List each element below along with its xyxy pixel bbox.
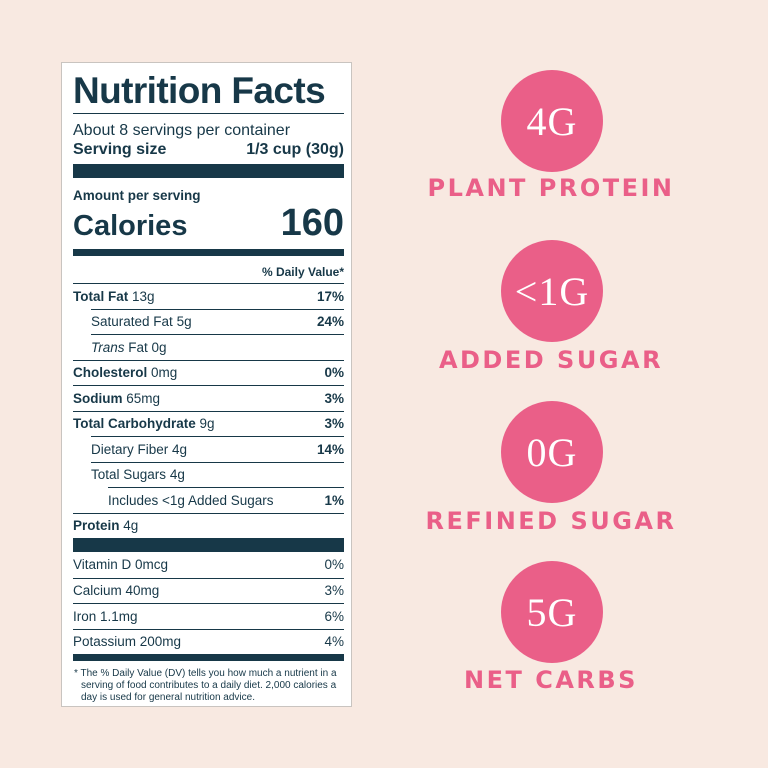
badge-plant-protein: 4G bbox=[501, 70, 603, 172]
caption-refined-sugar: REFINED SUGAR bbox=[425, 507, 677, 535]
nutrient-amount: 0mg bbox=[151, 365, 178, 381]
vitamin-row-potassium: Potassium 200mg 4% bbox=[73, 628, 344, 655]
vitamin-dv: 3% bbox=[324, 583, 344, 599]
vitamin-row-iron: Iron 1.1mg 6% bbox=[73, 603, 344, 629]
nutrient-row-dietary-fiber: Dietary Fiber 4g 14% bbox=[91, 436, 344, 462]
end-divider bbox=[73, 654, 344, 661]
nutrient-row-saturated-fat: Saturated Fat 5g 24% bbox=[91, 308, 344, 335]
nutrient-row-total-sugars: Total Sugars 4g bbox=[91, 461, 344, 488]
calories-label: Calories bbox=[73, 210, 188, 242]
badge-added-sugar: <1G bbox=[501, 240, 603, 342]
nutrient-name: Total Fat bbox=[73, 288, 129, 304]
badge-net-carbs: 5G bbox=[501, 561, 603, 663]
vitamin-name: Potassium 200mg bbox=[73, 634, 182, 650]
nutrient-dv: 3% bbox=[324, 416, 344, 432]
calories-value: 160 bbox=[280, 202, 344, 244]
vitamin-dv: 0% bbox=[324, 557, 344, 573]
footnote: * The % Daily Value (DV) tells you how m… bbox=[74, 668, 337, 703]
nutrient-amount: 4g bbox=[123, 518, 139, 534]
nutrient-amount: 13g bbox=[132, 288, 155, 304]
vitamin-row-calcium: Calcium 40mg 3% bbox=[73, 577, 344, 604]
nutrient-row-total-fat: Total Fat 13g 17% bbox=[73, 283, 344, 309]
nutrient-name: Trans bbox=[91, 339, 125, 355]
vitamin-name: Calcium 40mg bbox=[73, 583, 160, 599]
vitamin-list: Vitamin D 0mcg 0% Calcium 40mg 3% Iron 1… bbox=[73, 552, 344, 654]
servings-per-container: About 8 servings per container bbox=[73, 122, 291, 139]
vitamin-row-vitamin-d: Vitamin D 0mcg 0% bbox=[73, 552, 344, 578]
nutrient-name: Sodium bbox=[73, 390, 123, 406]
caption-added-sugar: ADDED SUGAR bbox=[438, 346, 664, 374]
thick-divider bbox=[73, 164, 344, 178]
nutrient-dv: 17% bbox=[316, 288, 344, 304]
amount-per-serving: Amount per serving bbox=[73, 188, 201, 203]
vitamin-dv: 6% bbox=[324, 608, 344, 624]
nutrient-row-cholesterol: Cholesterol 0mg 0% bbox=[73, 359, 344, 386]
nutrient-name: Saturated Fat bbox=[91, 314, 173, 330]
serving-size-value: 1/3 cup (30g) bbox=[246, 141, 344, 158]
nutrient-name: Dietary Fiber bbox=[91, 441, 169, 457]
vitamin-dv: 4% bbox=[324, 634, 344, 650]
nutrient-name: Cholesterol bbox=[73, 365, 148, 381]
nutrient-name: Protein bbox=[73, 518, 120, 534]
nutrient-row-added-sugars: Includes <1g Added Sugars 1% bbox=[108, 487, 344, 513]
nutrient-dv: 0% bbox=[324, 365, 344, 381]
nutrient-row-trans-fat: Trans Fat 0g bbox=[91, 334, 344, 360]
nutrient-row-sodium: Sodium 65mg 3% bbox=[73, 385, 344, 411]
nutrient-dv: 1% bbox=[324, 492, 344, 508]
nutrient-amount: 4g bbox=[172, 441, 188, 457]
title-rule bbox=[73, 113, 344, 114]
vitamin-name: Iron 1.1mg bbox=[73, 608, 138, 624]
badge-refined-sugar: 0G bbox=[501, 401, 603, 503]
nutrient-dv: 3% bbox=[324, 390, 344, 406]
nutrient-amount: 9g bbox=[199, 416, 215, 432]
nutrition-facts-label: Nutrition Facts About 8 servings per con… bbox=[61, 62, 352, 707]
daily-value-header: % Daily Value* bbox=[261, 265, 344, 279]
nutrient-name: Includes <1g Added Sugars bbox=[108, 492, 274, 508]
nutrient-amount: Fat 0g bbox=[128, 339, 167, 355]
medium-divider bbox=[73, 249, 344, 256]
nutrient-amount: 65mg bbox=[126, 390, 161, 406]
nutrient-row-total-carbohydrate: Total Carbohydrate 9g 3% bbox=[73, 410, 344, 437]
nutrient-name: Total Carbohydrate bbox=[73, 416, 196, 432]
vitamin-name: Vitamin D 0mcg bbox=[73, 557, 169, 573]
caption-plant-protein: PLANT PROTEIN bbox=[427, 174, 675, 202]
caption-net-carbs: NET CARBS bbox=[464, 666, 638, 694]
nutrient-name: Total Sugars bbox=[91, 467, 167, 483]
nutrient-dv: 14% bbox=[316, 441, 344, 457]
nutrient-row-protein: Protein 4g bbox=[73, 512, 344, 539]
nutrient-dv: 24% bbox=[316, 314, 344, 330]
calories-row: Calories 160 bbox=[73, 202, 344, 245]
nutrient-amount: 5g bbox=[176, 314, 192, 330]
nutrient-amount: 4g bbox=[169, 467, 185, 483]
label-title: Nutrition Facts bbox=[73, 70, 326, 111]
vitamin-divider bbox=[73, 538, 344, 552]
serving-size: Serving size 1/3 cup (30g) bbox=[73, 140, 344, 160]
serving-size-label: Serving size bbox=[73, 141, 167, 158]
